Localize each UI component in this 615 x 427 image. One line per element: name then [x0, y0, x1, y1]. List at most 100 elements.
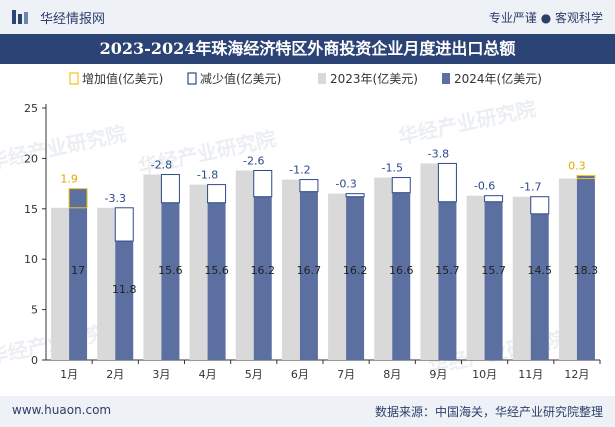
x-tick-label: 3月 — [152, 368, 170, 381]
decrease-box — [437, 162, 457, 203]
bar-2023 — [466, 195, 485, 360]
value-label-2024: 16.7 — [297, 264, 322, 277]
bar-2024 — [484, 201, 503, 360]
bar-2023 — [51, 207, 70, 360]
x-tick-label: 1月 — [60, 368, 78, 381]
decrease-box — [484, 195, 504, 203]
decrease-box — [207, 184, 227, 204]
x-tick-label: 9月 — [429, 368, 447, 381]
chart-title: 2023-2024年珠海经济特区外商投资企业月度进出口总额 — [0, 34, 615, 64]
decrease-box — [160, 174, 180, 204]
legend: 增加值(亿美元) 减少值(亿美元) 2023年(亿美元) 2024年(亿美元) — [69, 71, 542, 86]
x-tick-label: 12月 — [564, 368, 589, 381]
value-label-2024: 17 — [71, 264, 85, 277]
y-tick-label: 5 — [31, 304, 38, 317]
bar-2024 — [115, 241, 134, 360]
bar-2024 — [299, 191, 318, 360]
difference-label: -1.5 — [382, 162, 403, 175]
labels: 1.9 17 -3.3 11.8 -2.8 15.6 -1.8 15.6 -2.6 16.2 -1.… — [60, 147, 598, 296]
difference-label: -3.3 — [105, 192, 126, 205]
footer-url: www.huaon.com — [12, 403, 112, 417]
watermark-text: 华经产业研究院 — [396, 96, 538, 149]
legend-swatch-2024 — [442, 73, 450, 84]
difference-label: -0.3 — [335, 178, 356, 191]
difference-label: -1.8 — [197, 169, 218, 182]
bar-2024 — [576, 175, 595, 360]
y-tick-label: 0 — [31, 354, 38, 367]
value-label-2024: 15.6 — [158, 264, 183, 277]
decrease-box — [114, 207, 134, 242]
decrease-box — [253, 169, 273, 198]
legend-swatch-2023 — [318, 73, 326, 84]
bars — [51, 162, 596, 360]
bar-2024 — [438, 201, 457, 360]
y-tick-label: 25 — [24, 102, 38, 115]
bar-2024 — [392, 192, 411, 360]
value-label-2024: 16.6 — [389, 264, 414, 277]
increase-box — [68, 188, 88, 209]
value-label-2024: 15.7 — [481, 264, 506, 277]
bar-2024 — [346, 196, 365, 360]
value-label-2024: 15.6 — [204, 264, 229, 277]
value-label-2024: 11.8 — [112, 283, 137, 296]
difference-label: -2.6 — [243, 154, 264, 167]
x-tick-label: 10月 — [472, 368, 497, 381]
bar-2023 — [328, 193, 347, 360]
bar-2023 — [97, 207, 116, 360]
difference-label: 1.9 — [60, 173, 78, 186]
legend-label: 2024年(亿美元) — [454, 71, 542, 86]
logo-icon — [12, 10, 28, 24]
bar-2023 — [558, 178, 577, 360]
bar-2023 — [143, 174, 162, 360]
difference-label: -0.6 — [474, 180, 495, 193]
bar-2023 — [281, 179, 300, 360]
bar-2023 — [512, 196, 531, 360]
axes: 0 5 10 15 20 25 1月 2月 3月 4月 5月 6月 7月 8月 9月 10月 11月 12月 — [24, 102, 601, 381]
decrease-box — [391, 177, 411, 194]
x-tick-label: 5月 — [245, 368, 263, 381]
difference-label: -1.7 — [520, 181, 541, 194]
decrease-box — [299, 179, 319, 193]
value-label-2024: 16.2 — [343, 264, 368, 277]
legend-swatch-decrease — [187, 72, 197, 85]
chart: 华经产业研究院华经产业研究院华经产业研究院华经产业研究院华经产业研究院 增加值(… — [0, 71, 601, 381]
bar-2023 — [189, 184, 208, 360]
x-tick-label: 4月 — [199, 368, 217, 381]
difference-label: -3.8 — [428, 147, 449, 160]
legend-label: 减少值(亿美元) — [200, 71, 281, 86]
value-label-2024: 16.2 — [251, 264, 276, 277]
y-tick-label: 10 — [24, 253, 38, 266]
x-tick-label: 11月 — [518, 368, 543, 381]
bar-2023 — [420, 163, 439, 360]
watermark-text: 华经产业研究院 — [0, 121, 128, 174]
difference-label: -1.2 — [289, 164, 310, 177]
increase-box — [576, 175, 596, 180]
bar-2024 — [253, 196, 272, 360]
bar-2024 — [530, 213, 549, 360]
difference-label: -2.8 — [151, 159, 172, 172]
bar-2024 — [69, 188, 88, 360]
bar-2023 — [235, 170, 254, 360]
bar-2024 — [207, 202, 226, 360]
value-label-2024: 15.7 — [435, 264, 460, 277]
x-tick-label: 2月 — [106, 368, 124, 381]
x-tick-label: 8月 — [383, 368, 401, 381]
site-name: 华经情报网 — [40, 12, 106, 27]
x-tick-label: 6月 — [291, 368, 309, 381]
value-label-2024: 18.3 — [574, 264, 599, 277]
footer: www.huaon.com 数据来源：中国海关，华经产业研究院整理 — [0, 396, 615, 427]
legend-label: 2023年(亿美元) — [330, 71, 418, 86]
difference-label: 0.3 — [568, 160, 586, 173]
bar-2024 — [161, 202, 180, 360]
legend-swatch-increase — [69, 72, 79, 85]
decrease-box — [530, 196, 550, 215]
footer-source: 数据来源：中国海关，华经产业研究院整理 — [374, 405, 603, 419]
legend-label: 增加值(亿美元) — [82, 71, 163, 86]
y-tick-label: 15 — [24, 203, 38, 216]
decrease-box — [345, 193, 365, 198]
value-label-2024: 14.5 — [528, 264, 553, 277]
y-tick-label: 20 — [24, 152, 38, 165]
x-tick-label: 7月 — [337, 368, 355, 381]
top-bar: 华经情报网 专业严谨 ● 客观科学 — [0, 0, 615, 34]
tagline: 专业严谨 ● 客观科学 — [488, 11, 603, 25]
